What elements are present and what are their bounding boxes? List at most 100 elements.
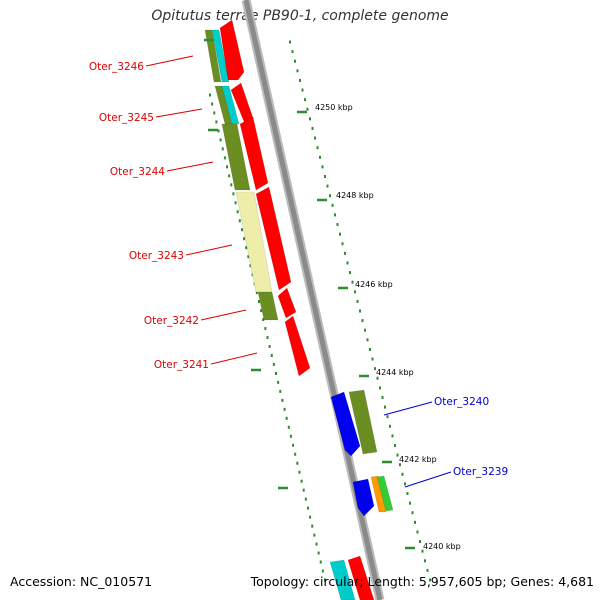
gene-label-oter-3241[interactable]: Oter_3241	[154, 359, 209, 371]
gene-orange	[370, 475, 387, 513]
outer-tick-dot	[299, 78, 301, 82]
gene-cyan	[329, 559, 356, 600]
gene-label-oter-3242[interactable]: Oter_3242	[144, 315, 199, 327]
gene-red-arrow	[347, 555, 375, 600]
inner-tick-dot	[298, 470, 301, 474]
gene-label-oter-3240[interactable]: Oter_3240	[434, 396, 489, 408]
inner-tick-dot	[272, 362, 275, 366]
gene-red-arrow	[255, 186, 292, 291]
outer-tick-dot	[364, 328, 366, 332]
inner-tick-dot	[296, 461, 299, 465]
outer-tick-dot	[379, 386, 381, 390]
inner-tick-dot	[230, 183, 233, 187]
gene-olive	[204, 29, 222, 83]
outer-tick-dot	[349, 271, 351, 275]
outer-tick-dot	[381, 395, 384, 399]
outer-tick-dot	[344, 251, 346, 255]
outer-tick-dot	[329, 194, 331, 198]
inner-tick-dot	[285, 416, 288, 420]
inner-tick-dot	[243, 237, 246, 241]
outer-tick-dot	[346, 261, 349, 265]
inner-tick-dot	[217, 129, 220, 133]
gene-olive	[221, 123, 251, 191]
inner-tick-dot	[321, 569, 324, 573]
outer-tick-dot	[426, 568, 429, 572]
inner-tick-dot	[287, 425, 290, 429]
inner-tick-dot	[211, 102, 214, 106]
inner-tick-dot	[264, 327, 267, 331]
inner-tick-dot	[313, 533, 316, 537]
outer-tick-dot	[376, 376, 379, 380]
inner-tick-dot	[223, 156, 226, 160]
outer-tick-dot	[389, 424, 391, 428]
outer-tick-dot	[334, 213, 336, 217]
inner-tick-dot	[249, 264, 252, 268]
gene-label-oter-3243[interactable]: Oter_3243	[129, 250, 184, 262]
outer-tick-dot	[341, 242, 344, 246]
inner-tick-dot	[213, 111, 216, 115]
inner-tick-dot	[245, 246, 248, 250]
major-ticks	[204, 38, 415, 550]
inner-tick-dot	[275, 371, 278, 375]
outer-tick-dot	[421, 549, 424, 553]
label-leader-line	[145, 55, 194, 67]
outer-tick-dot	[366, 338, 369, 342]
gene-cyan	[211, 29, 230, 83]
outer-tick-dot	[386, 415, 389, 419]
outer-tick-dot	[356, 299, 359, 303]
inner-tick-dot	[319, 560, 322, 564]
outer-tick-dot	[324, 175, 326, 178]
inner-tick-dot	[209, 93, 211, 97]
kbp-label-4240: 4240 kbp	[423, 542, 461, 551]
inner-tick-dot	[262, 318, 265, 322]
inner-tick-dot	[232, 192, 235, 196]
gene-features	[204, 19, 394, 600]
outer-tick-dot	[414, 520, 416, 524]
outer-tick-dot	[306, 107, 309, 111]
inner-tick-dot	[268, 344, 271, 348]
inner-tick-dot	[306, 506, 309, 510]
inner-tick-dot	[240, 228, 243, 232]
inner-tick-dot	[228, 174, 231, 178]
outer-tick-dot	[399, 463, 401, 467]
outer-tick-dot	[384, 405, 386, 409]
accession-text: Accession: NC_010571	[10, 574, 153, 589]
outer-tick-dot	[309, 117, 311, 121]
outer-tick-dot	[391, 434, 394, 438]
inner-tick-dot	[311, 524, 314, 528]
gene-label-oter-3245[interactable]: Oter_3245	[99, 112, 154, 124]
inner-tick-dot	[289, 434, 292, 438]
kbp-label-4246: 4246 kbp	[355, 280, 393, 289]
gene-label-oter-3246[interactable]: Oter_3246	[89, 61, 144, 73]
outer-tick-dot	[369, 347, 371, 351]
outer-tick-dot	[296, 69, 299, 73]
inner-tick-dot	[257, 300, 260, 304]
outer-tick-dot	[429, 578, 431, 582]
inner-tick-dot	[317, 551, 320, 555]
inner-tick-dot	[219, 138, 222, 142]
gene-red-arrow	[219, 19, 245, 81]
outer-tick-dot	[294, 59, 296, 63]
inner-tick-dot	[283, 407, 286, 411]
gene-blue-arrow	[330, 391, 361, 457]
outer-tick-dot	[326, 184, 329, 188]
kbp-label-4248: 4248 kbp	[336, 191, 374, 200]
inner-tick-dot	[215, 120, 218, 124]
gene-label-oter-3239[interactable]: Oter_3239	[453, 466, 508, 478]
outer-tick-dot	[394, 444, 396, 447]
gene-label-oter-3244[interactable]: Oter_3244	[110, 166, 165, 178]
gene-red-arrow	[284, 315, 311, 377]
gene-olive	[348, 389, 378, 455]
inner-tick-dot	[309, 515, 312, 519]
outer-tick-dot	[291, 50, 294, 54]
outer-tick-dot	[419, 540, 421, 544]
label-leader-line	[200, 309, 247, 321]
outer-tick-dot	[401, 472, 404, 476]
outer-tick-dot	[406, 492, 409, 496]
outer-tick-dot	[409, 501, 411, 505]
outer-tick-dot	[424, 559, 426, 563]
inner-tick-dot	[234, 201, 237, 205]
inner-tick-dot	[304, 497, 307, 501]
label-leader-line	[155, 108, 203, 118]
